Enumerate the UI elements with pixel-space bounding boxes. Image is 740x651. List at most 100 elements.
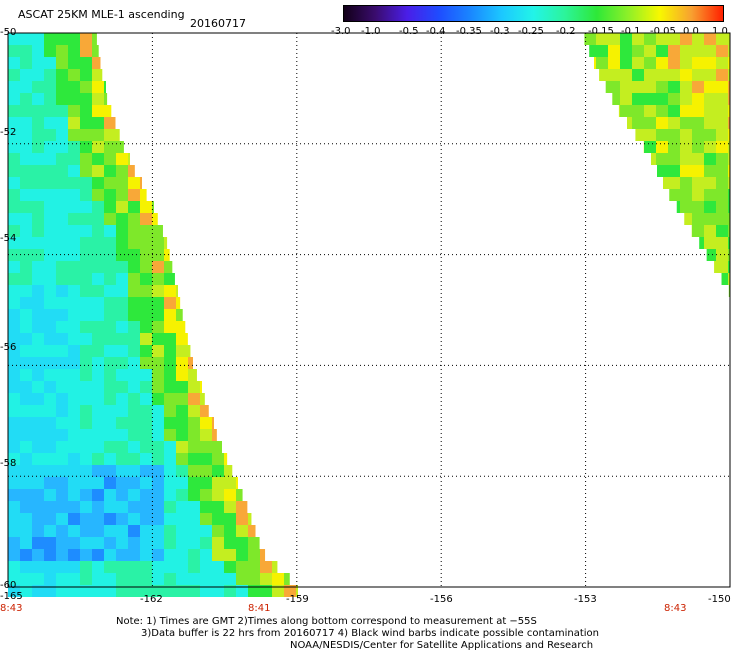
swath-cell (164, 489, 176, 501)
swath-cell (224, 585, 236, 597)
swath-cell (212, 453, 224, 465)
swath-cell (20, 177, 32, 189)
swath-cell (164, 525, 176, 537)
swath-cell (704, 237, 716, 249)
swath-cell (20, 129, 32, 141)
color-scale-label: -0.1 (621, 26, 641, 37)
swath-cell (224, 453, 228, 465)
swath-cell (92, 441, 104, 453)
swath-cell (68, 141, 80, 153)
swath-cell (128, 213, 140, 225)
swath-cell (212, 489, 224, 501)
swath-cell (104, 357, 116, 369)
swath-cell (656, 105, 668, 117)
swath-cell (80, 297, 92, 309)
swath-cell (620, 93, 632, 105)
swath-cell (116, 573, 128, 585)
swath-cell (164, 585, 176, 597)
swath-cell (56, 237, 68, 249)
swath-cell (200, 525, 212, 537)
swath-cell (92, 357, 104, 369)
swath-cell (140, 585, 152, 597)
swath-cell (116, 129, 120, 141)
swath-cell (176, 525, 188, 537)
swath-cell (8, 405, 20, 417)
swath-cell (224, 477, 236, 489)
swath-cell (104, 321, 116, 333)
swath-cell (164, 429, 176, 441)
swath-cell (236, 573, 248, 585)
swath-cell (140, 321, 152, 333)
grid-lines (8, 33, 730, 587)
swath-cell (128, 393, 140, 405)
swath-cell (692, 189, 704, 201)
swath-cell (128, 321, 140, 333)
swath-cell (8, 561, 20, 573)
swath-cell (200, 561, 212, 573)
swath-cell (164, 261, 173, 273)
swath-cell (80, 525, 92, 537)
swath-cell (236, 489, 243, 501)
swath-cell (152, 237, 164, 249)
swath-cell (32, 141, 44, 153)
swath-cell (728, 225, 730, 237)
swath-cell (68, 393, 80, 405)
swath-cell (716, 93, 728, 105)
swath-cell (32, 249, 44, 261)
swath-cell (68, 453, 80, 465)
swath-cell (236, 477, 238, 489)
swath-cell (68, 57, 80, 69)
swath-cell (260, 585, 272, 597)
swath-cell (152, 393, 164, 405)
time-label: 8:43 (0, 603, 23, 614)
swath-cell (56, 165, 68, 177)
color-scale-label: -0.4 (426, 26, 446, 37)
swath-cell (140, 237, 152, 249)
swath-cell (80, 237, 92, 249)
swath-cell (80, 381, 92, 393)
swath-cell (152, 453, 164, 465)
time-label: 8:41 (248, 603, 271, 614)
swath-cell (20, 537, 32, 549)
swath-cell (212, 477, 224, 489)
swath-cell (44, 417, 56, 429)
swath-cell (20, 45, 32, 57)
swath-cell (32, 345, 44, 357)
swath-cell (152, 537, 164, 549)
swath-cell (596, 33, 608, 45)
swath-cell (224, 489, 236, 501)
swath-cell (80, 225, 92, 237)
swath-cell (44, 537, 56, 549)
swath-cell (200, 417, 212, 429)
swath-cell (80, 129, 92, 141)
swath-cell (680, 57, 692, 69)
swath-cell (704, 81, 716, 93)
swath-cell (152, 309, 164, 321)
swath-cell (68, 261, 80, 273)
swath-cell (692, 225, 704, 237)
swath-cell (188, 381, 200, 393)
swath-cell (116, 309, 128, 321)
swath-cell (20, 213, 32, 225)
swath-cell (656, 69, 668, 81)
swath-cell (56, 489, 68, 501)
swath-cell (68, 441, 80, 453)
swath-cell (116, 381, 128, 393)
swath-cell (68, 537, 80, 549)
swath-cell (44, 285, 56, 297)
swath-cell (104, 441, 116, 453)
swath-cell (32, 57, 44, 69)
swath-cell (164, 333, 176, 345)
swath-cell (140, 513, 152, 525)
swath-cell (140, 177, 142, 189)
swath-cell (80, 153, 92, 165)
swath-cell (668, 57, 680, 69)
swath-cell (212, 573, 224, 585)
swath-cell (248, 525, 256, 537)
swath-cell (8, 525, 20, 537)
swath-cell (164, 537, 176, 549)
swath-cell (128, 189, 140, 201)
swath-cell (692, 129, 704, 141)
swath-cell (188, 585, 200, 597)
swath-cell (704, 93, 716, 105)
